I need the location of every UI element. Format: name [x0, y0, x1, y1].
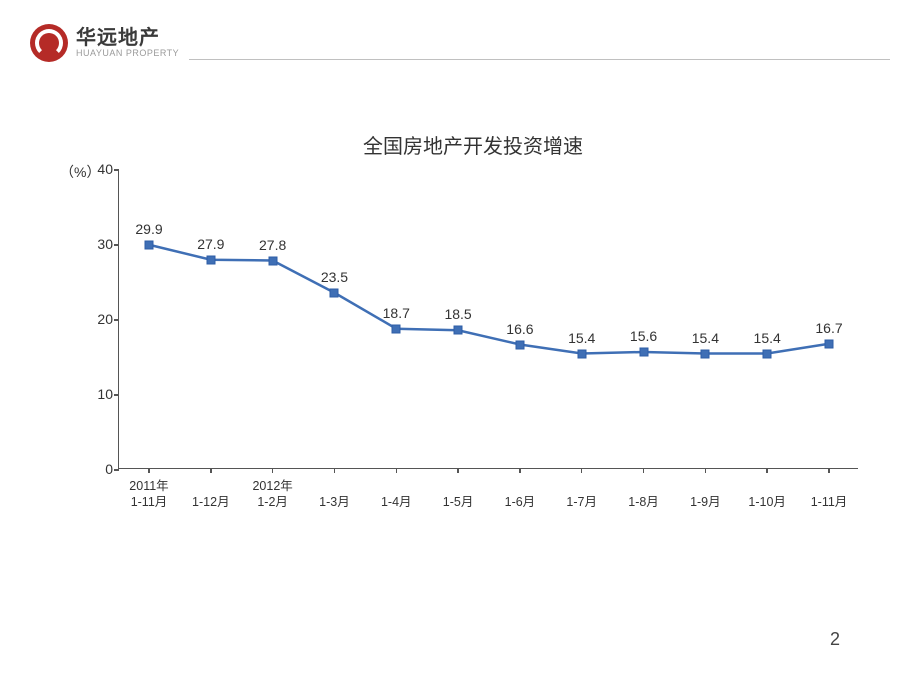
- x-tick: [334, 468, 336, 473]
- y-tick: 40: [83, 161, 113, 177]
- x-label: 1-8月: [628, 494, 659, 510]
- header-divider: [189, 59, 890, 60]
- x-tick: [457, 468, 459, 473]
- x-label: 1-3月: [319, 494, 350, 510]
- data-marker: [825, 339, 834, 348]
- data-marker: [515, 340, 524, 349]
- page-number: 2: [830, 629, 840, 650]
- x-tick: [766, 468, 768, 473]
- x-tick: [643, 468, 645, 473]
- x-tick: [272, 468, 274, 473]
- value-label: 23.5: [321, 269, 348, 285]
- value-label: 15.6: [630, 328, 657, 344]
- x-label: 1-12月: [192, 494, 230, 510]
- brand-name-en: HUAYUAN PROPERTY: [76, 49, 179, 58]
- y-tick: 10: [83, 386, 113, 402]
- data-marker: [206, 255, 215, 264]
- value-label: 27.8: [259, 237, 286, 253]
- data-marker: [454, 326, 463, 335]
- value-label: 18.5: [444, 306, 471, 322]
- data-marker: [639, 348, 648, 357]
- x-tick: [581, 468, 583, 473]
- value-label: 15.4: [692, 330, 719, 346]
- x-tick: [396, 468, 398, 473]
- header: 华远地产 HUAYUAN PROPERTY: [30, 24, 890, 62]
- x-label: 2011年 1-11月: [129, 478, 168, 511]
- x-label: 1-10月: [748, 494, 786, 510]
- series-line: [149, 245, 829, 354]
- data-marker: [145, 240, 154, 249]
- value-label: 16.6: [506, 321, 533, 337]
- line-svg: [119, 169, 859, 469]
- value-label: 18.7: [383, 305, 410, 321]
- brand-text: 华远地产 HUAYUAN PROPERTY: [76, 28, 179, 58]
- plot-area: 01020304029.92011年 1-11月27.91-12月27.8201…: [118, 169, 858, 469]
- value-label: 27.9: [197, 236, 224, 252]
- logo-icon: [30, 24, 68, 62]
- x-label: 1-9月: [690, 494, 721, 510]
- x-tick: [210, 468, 212, 473]
- chart-title: 全国房地产开发投资增速: [88, 130, 858, 159]
- chart-container: 全国房地产开发投资增速 （%） 01020304029.92011年 1-11月…: [88, 130, 858, 469]
- x-tick: [705, 468, 707, 473]
- data-marker: [330, 288, 339, 297]
- x-label: 1-11月: [811, 494, 848, 510]
- data-marker: [577, 349, 586, 358]
- x-tick: [148, 468, 150, 473]
- data-marker: [701, 349, 710, 358]
- value-label: 16.7: [815, 320, 842, 336]
- y-tick: 0: [83, 461, 113, 477]
- value-label: 15.4: [754, 330, 781, 346]
- data-marker: [763, 349, 772, 358]
- value-label: 29.9: [135, 221, 162, 237]
- y-tick: 30: [83, 236, 113, 252]
- data-marker: [392, 324, 401, 333]
- x-label: 1-6月: [505, 494, 536, 510]
- x-tick: [828, 468, 830, 473]
- x-label: 1-4月: [381, 494, 412, 510]
- x-label: 2012年 1-2月: [252, 478, 292, 511]
- value-label: 15.4: [568, 330, 595, 346]
- x-tick: [519, 468, 521, 473]
- brand-name-cn: 华远地产: [76, 28, 179, 49]
- x-label: 1-5月: [443, 494, 474, 510]
- x-label: 1-7月: [566, 494, 597, 510]
- data-marker: [268, 256, 277, 265]
- y-tick: 20: [83, 311, 113, 327]
